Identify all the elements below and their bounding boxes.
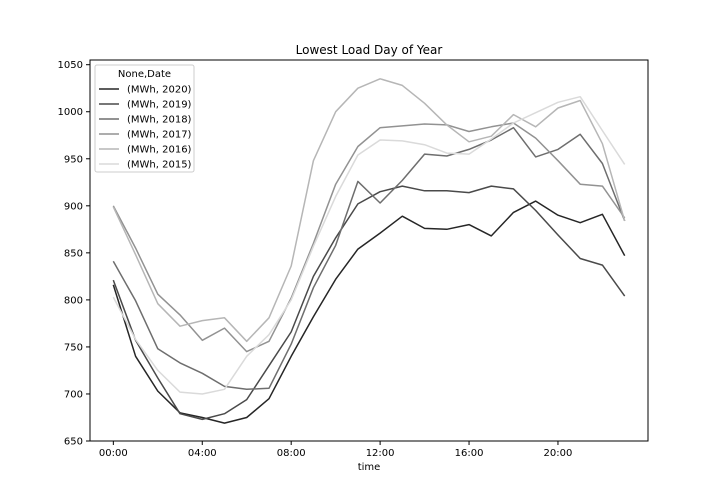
legend-label: (MWh, 2015) xyxy=(127,160,192,171)
y-tick-label: 950 xyxy=(64,154,83,165)
y-axis: 650 700 750 800 850 900 950 1000 1050 xyxy=(58,60,90,448)
x-tick-label: 20:00 xyxy=(544,448,573,459)
x-tick-label: 08:00 xyxy=(277,448,306,459)
y-tick-label: 800 xyxy=(64,295,83,306)
y-tick-label: 850 xyxy=(64,248,83,259)
y-tick-label: 700 xyxy=(64,389,83,400)
series-line xyxy=(112,95,626,395)
y-tick-label: 750 xyxy=(64,342,83,353)
series-line xyxy=(112,126,626,391)
x-tick-label: 16:00 xyxy=(455,448,484,459)
legend-box xyxy=(94,64,195,173)
x-tick-label: 12:00 xyxy=(366,448,395,459)
series-line xyxy=(112,78,626,343)
plot-frame xyxy=(89,59,649,442)
series-line xyxy=(112,185,626,421)
y-tick-label: 1000 xyxy=(58,107,83,118)
series-line xyxy=(112,200,626,424)
x-tick-label: 04:00 xyxy=(188,448,217,459)
legend-items: (MWh, 2020) (MWh, 2019) (MWh, 2018) (MWh, 2… xyxy=(99,85,192,171)
x-axis-title: time xyxy=(358,462,381,473)
x-tick-label: 00:00 xyxy=(99,448,128,459)
x-axis: 00:00 04:00 08:00 12:00 16:00 20:00 xyxy=(99,441,572,459)
legend-label: (MWh, 2016) xyxy=(127,145,192,156)
y-tick-label: 1050 xyxy=(58,60,83,71)
legend: None,Date (MWh, 2020)(MWh, 2019)(MWh, 20… xyxy=(94,64,195,173)
series-line xyxy=(112,122,626,353)
legend-label: (MWh, 2018) xyxy=(127,115,192,126)
chart-title: Lowest Load Day of Year xyxy=(296,43,443,57)
legend-label: (MWh, 2019) xyxy=(127,100,192,111)
legend-label: (MWh, 2017) xyxy=(127,130,192,141)
legend-title: None,Date xyxy=(118,69,171,80)
series-layer xyxy=(112,78,626,424)
y-tick-label: 900 xyxy=(64,201,83,212)
legend-label: (MWh, 2020) xyxy=(127,85,192,96)
y-tick-label: 650 xyxy=(64,437,83,448)
